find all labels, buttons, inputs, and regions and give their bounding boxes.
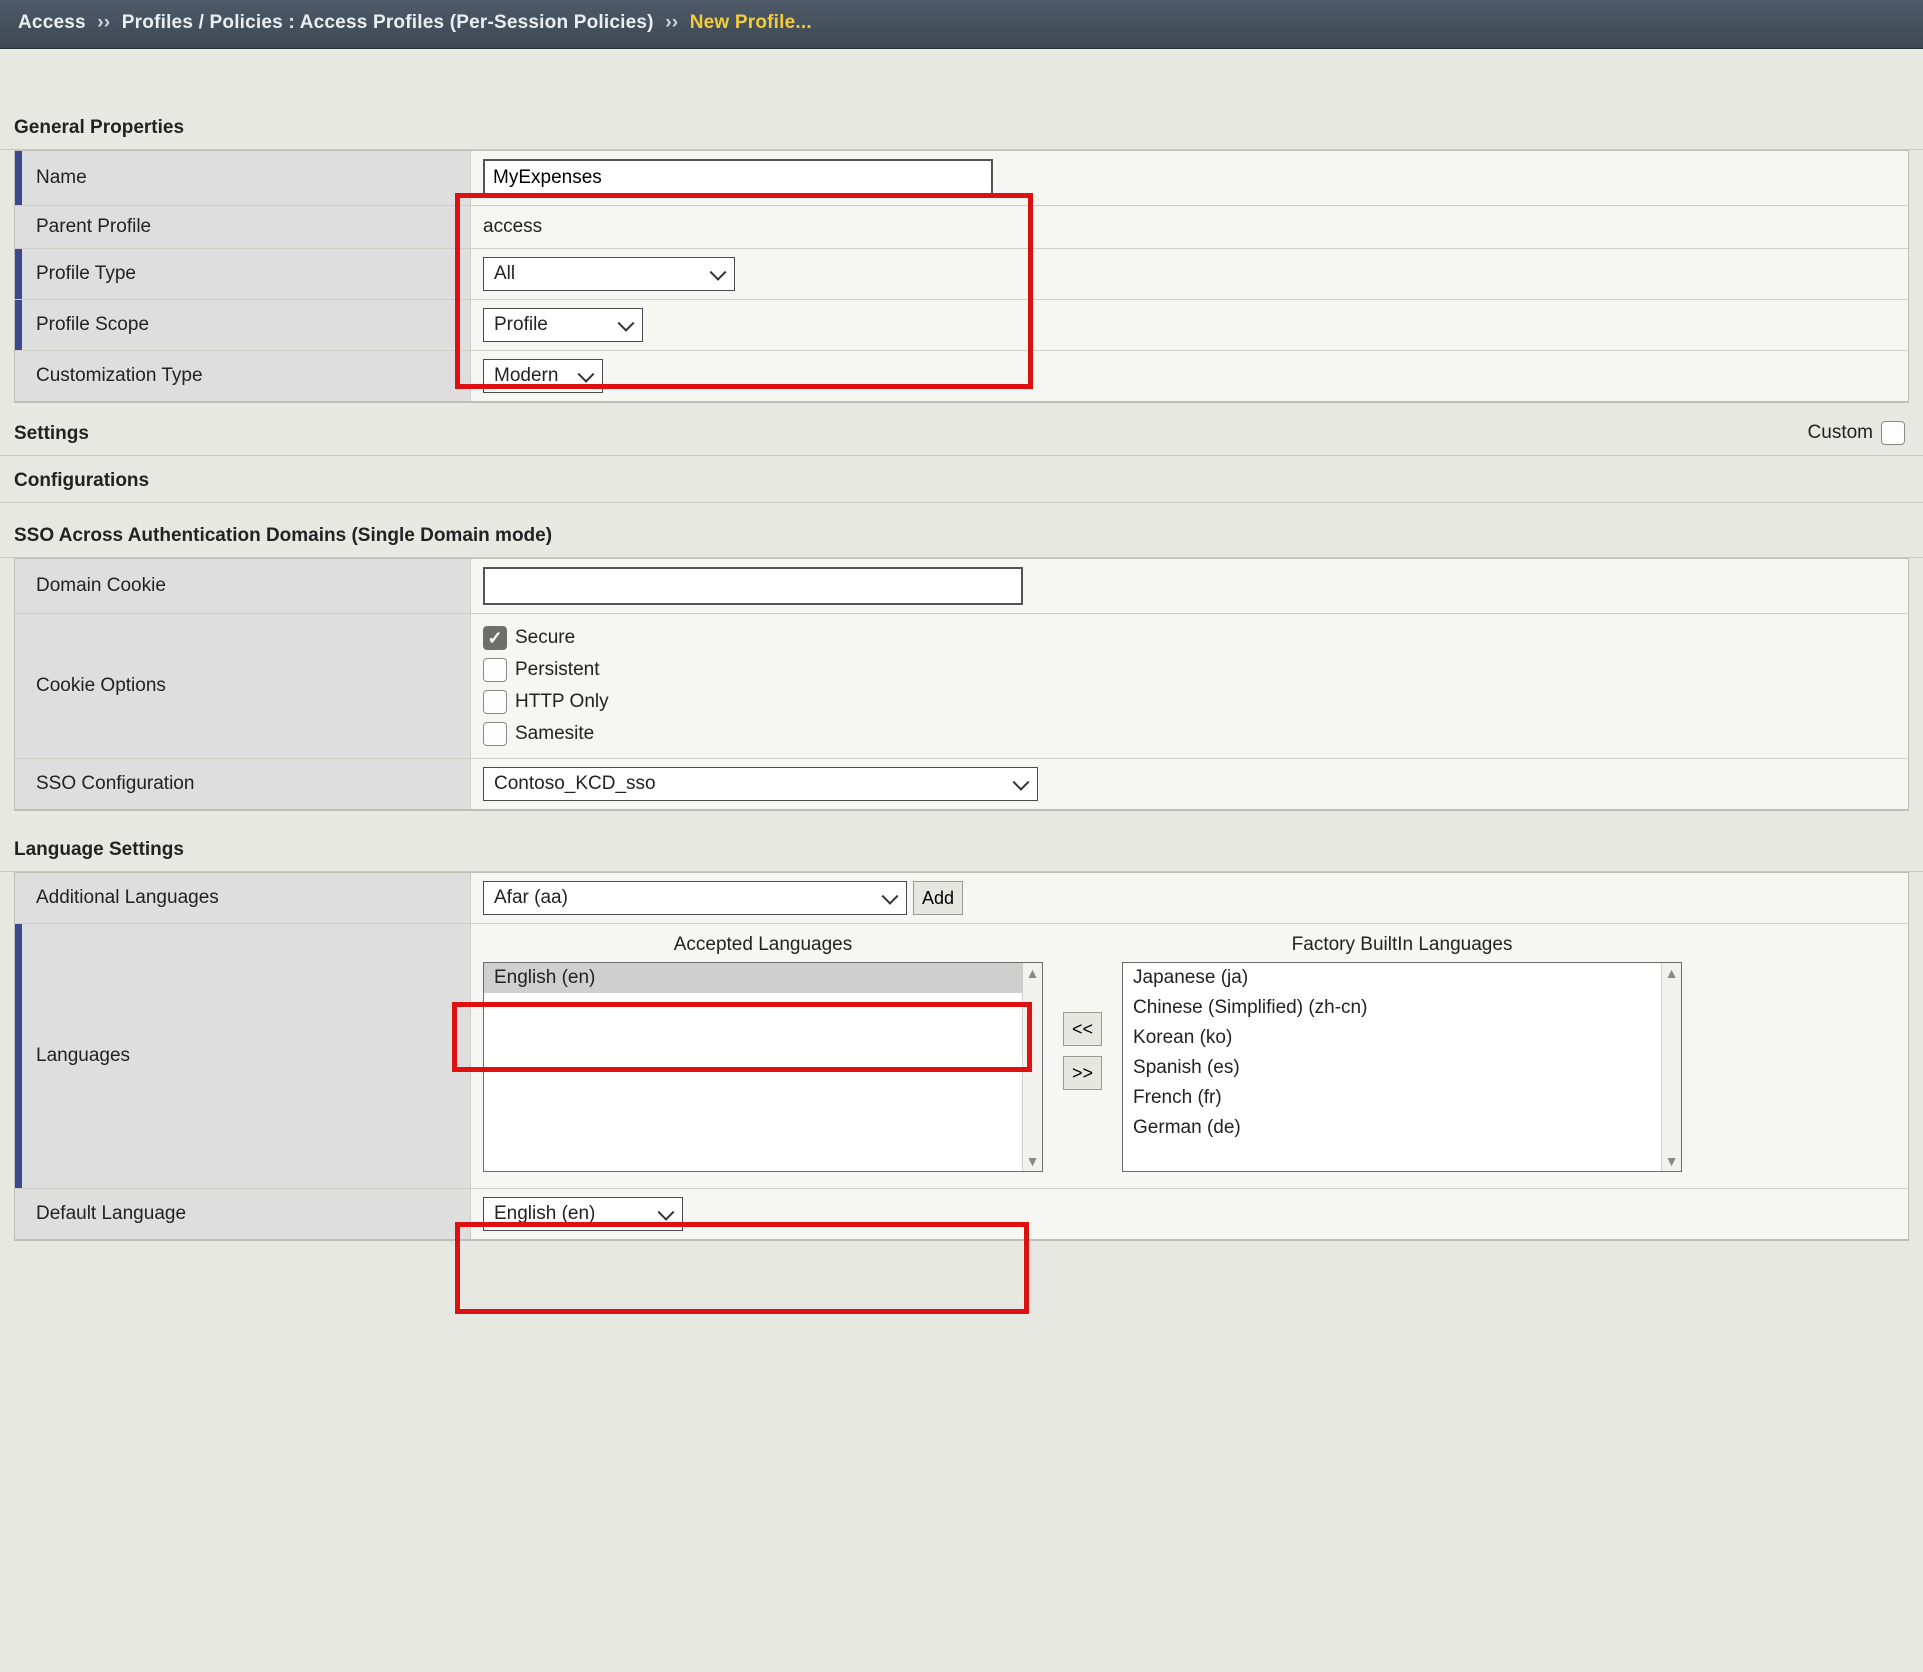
opt-secure-label: Secure — [515, 627, 575, 649]
checkbox-httponly[interactable] — [483, 690, 507, 714]
move-right-button[interactable]: >> — [1063, 1056, 1102, 1090]
label-languages: Languages — [15, 924, 471, 1188]
breadcrumb-bar: Access ›› Profiles / Policies : Access P… — [0, 0, 1923, 49]
default-language-select[interactable]: English (en) — [483, 1197, 683, 1231]
opt-httponly-label: HTTP Only — [515, 691, 609, 713]
parent-profile-value: access — [483, 216, 542, 238]
checkbox-secure[interactable] — [483, 626, 507, 650]
breadcrumb-sep: ›› — [665, 12, 678, 33]
domain-cookie-input[interactable] — [483, 567, 1023, 605]
opt-secure[interactable]: Secure — [483, 626, 609, 650]
settings-custom-toggle[interactable]: Custom — [1808, 421, 1905, 445]
chevron-down-icon — [660, 1206, 674, 1220]
section-title-general: General Properties — [0, 49, 1923, 150]
opt-persistent[interactable]: Persistent — [483, 658, 609, 682]
label-additional-languages: Additional Languages — [15, 873, 471, 923]
section-title-configurations: Configurations — [0, 456, 1923, 503]
profile-type-value: All — [494, 263, 515, 285]
general-properties-table: Name Parent Profile access Profile Type … — [14, 150, 1909, 403]
accepted-languages-header: Accepted Languages — [674, 930, 853, 962]
chevron-down-icon — [1015, 776, 1029, 790]
opt-samesite[interactable]: Samesite — [483, 722, 609, 746]
opt-httponly[interactable]: HTTP Only — [483, 690, 609, 714]
label-name: Name — [15, 151, 471, 205]
sso-table: Domain Cookie Cookie Options Secure Pers… — [14, 558, 1909, 811]
label-parent-profile: Parent Profile — [15, 206, 471, 248]
language-table: Additional Languages Afar (aa) Add Langu… — [14, 872, 1909, 1241]
checkbox-custom[interactable] — [1881, 421, 1905, 445]
factory-languages-col: Factory BuiltIn Languages Japanese (ja)C… — [1122, 930, 1682, 1172]
profile-scope-select[interactable]: Profile — [483, 308, 643, 342]
profile-scope-value: Profile — [494, 314, 548, 336]
section-title-sso-domains: SSO Across Authentication Domains (Singl… — [0, 503, 1923, 558]
label-sso-configuration: SSO Configuration — [15, 759, 471, 809]
customization-type-select[interactable]: Modern — [483, 359, 603, 393]
opt-persistent-label: Persistent — [515, 659, 599, 681]
checkbox-samesite[interactable] — [483, 722, 507, 746]
language-move-buttons: << >> — [1063, 930, 1102, 1172]
section-title-settings: Settings — [14, 423, 89, 445]
label-customization-type: Customization Type — [15, 351, 471, 401]
chevron-down-icon — [884, 890, 898, 904]
sso-configuration-value: Contoso_KCD_sso — [494, 773, 656, 795]
factory-languages-header: Factory BuiltIn Languages — [1292, 930, 1513, 962]
factory-language-item[interactable]: German (de) — [1123, 1113, 1661, 1143]
factory-language-item[interactable]: French (fr) — [1123, 1083, 1661, 1113]
checkbox-persistent[interactable] — [483, 658, 507, 682]
chevron-down-icon — [712, 266, 726, 280]
accepted-languages-listbox[interactable]: English (en) ▲▼ — [483, 962, 1043, 1172]
opt-samesite-label: Samesite — [515, 723, 594, 745]
breadcrumb-sep: ›› — [97, 12, 110, 33]
breadcrumb-current: New Profile... — [690, 12, 812, 33]
additional-languages-select[interactable]: Afar (aa) — [483, 881, 907, 915]
factory-language-item[interactable]: Spanish (es) — [1123, 1053, 1661, 1083]
page-root: Access ›› Profiles / Policies : Access P… — [0, 0, 1923, 1241]
accepted-language-item[interactable]: English (en) — [484, 963, 1022, 993]
languages-panel: Accepted Languages English (en) ▲▼ << >>… — [483, 930, 1896, 1172]
section-settings-line: Settings Custom — [0, 403, 1923, 456]
add-language-button[interactable]: Add — [913, 881, 963, 915]
default-language-value: English (en) — [494, 1203, 595, 1225]
sso-configuration-select[interactable]: Contoso_KCD_sso — [483, 767, 1038, 801]
scrollbar[interactable]: ▲▼ — [1661, 963, 1681, 1171]
factory-language-item[interactable]: Japanese (ja) — [1123, 963, 1661, 993]
settings-custom-label: Custom — [1808, 422, 1873, 444]
section-title-language: Language Settings — [0, 811, 1923, 872]
factory-language-item[interactable]: Korean (ko) — [1123, 1023, 1661, 1053]
chevron-down-icon — [620, 317, 634, 331]
label-default-language: Default Language — [15, 1189, 471, 1239]
factory-languages-listbox[interactable]: Japanese (ja)Chinese (Simplified) (zh-cn… — [1122, 962, 1682, 1172]
customization-type-value: Modern — [494, 365, 558, 387]
breadcrumb-root[interactable]: Access — [18, 12, 86, 33]
breadcrumb-mid[interactable]: Profiles / Policies : Access Profiles (P… — [122, 12, 654, 33]
label-profile-type: Profile Type — [15, 249, 471, 299]
move-left-button[interactable]: << — [1063, 1012, 1102, 1046]
cookie-options-group: Secure Persistent HTTP Only Samesite — [483, 622, 609, 750]
additional-languages-value: Afar (aa) — [494, 887, 568, 909]
label-cookie-options: Cookie Options — [15, 614, 471, 758]
label-profile-scope: Profile Scope — [15, 300, 471, 350]
name-input[interactable] — [483, 159, 993, 197]
accepted-languages-col: Accepted Languages English (en) ▲▼ — [483, 930, 1043, 1172]
label-domain-cookie: Domain Cookie — [15, 559, 471, 613]
factory-language-item[interactable]: Chinese (Simplified) (zh-cn) — [1123, 993, 1661, 1023]
scrollbar[interactable]: ▲▼ — [1022, 963, 1042, 1171]
profile-type-select[interactable]: All — [483, 257, 735, 291]
chevron-down-icon — [580, 368, 594, 382]
